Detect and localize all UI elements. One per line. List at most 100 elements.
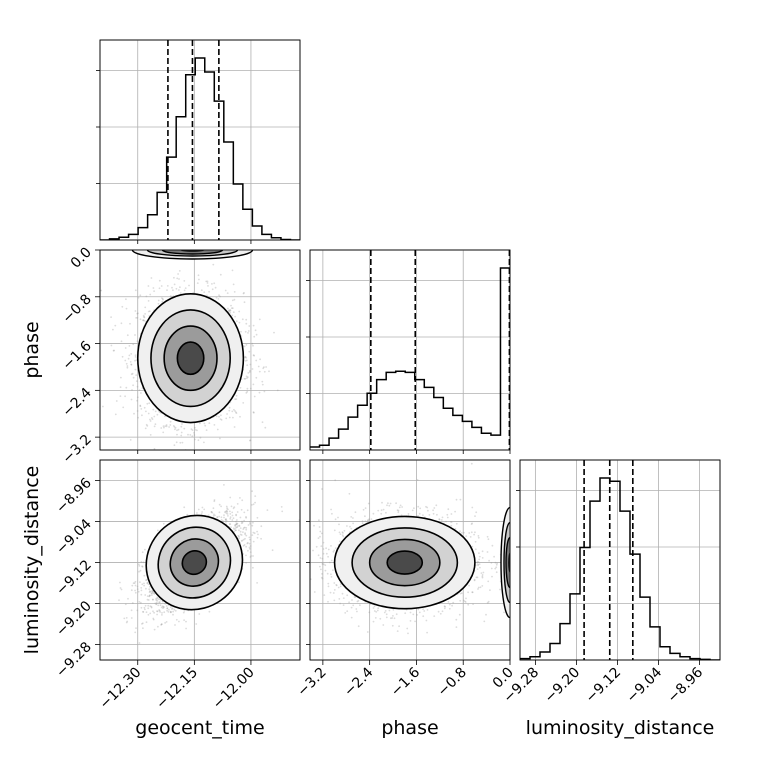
sample-point	[230, 307, 233, 309]
sample-point	[252, 354, 255, 356]
sample-point	[151, 418, 154, 420]
sample-point	[153, 592, 155, 595]
sample-point	[245, 554, 247, 557]
sample-point	[147, 583, 150, 586]
sample-point	[172, 613, 174, 616]
sample-point	[169, 424, 172, 426]
sample-point	[156, 452, 158, 454]
sample-point	[132, 384, 135, 387]
sample-point	[162, 431, 165, 434]
sample-point	[131, 584, 134, 587]
sample-point	[139, 569, 142, 572]
sample-point	[201, 511, 204, 513]
sample-point	[197, 508, 200, 511]
sample-point	[218, 511, 221, 514]
sample-point	[235, 523, 237, 526]
sample-point	[172, 610, 175, 613]
sample-point	[235, 522, 238, 525]
sample-point	[159, 611, 162, 613]
sample-point	[183, 280, 186, 282]
sample-point	[193, 432, 195, 434]
sample-point	[261, 383, 264, 386]
sample-point	[143, 574, 146, 577]
sample-point	[232, 517, 235, 520]
sample-point	[161, 612, 163, 614]
sample-point	[178, 620, 180, 623]
sample-point	[147, 599, 150, 601]
sample-point	[206, 282, 209, 284]
sample-point	[120, 322, 123, 325]
sample-point	[239, 533, 242, 536]
sample-point	[136, 410, 139, 412]
sample-point	[132, 376, 135, 379]
sample-point	[190, 428, 193, 430]
sample-point	[136, 588, 139, 590]
sample-point	[157, 529, 159, 532]
sample-point	[224, 289, 227, 292]
sample-point	[197, 274, 200, 277]
sample-point	[150, 605, 153, 608]
sample-point	[262, 367, 265, 370]
sample-point	[252, 324, 255, 327]
sample-point	[254, 501, 256, 504]
sample-point	[174, 624, 176, 626]
sample-point	[154, 602, 157, 605]
sample-point	[232, 527, 235, 530]
sample-point	[261, 421, 264, 424]
sample-point	[143, 319, 146, 322]
sample-point	[226, 507, 229, 510]
sample-point	[223, 484, 225, 486]
sample-point	[256, 582, 258, 584]
sample-point	[134, 591, 137, 594]
sample-point	[261, 380, 264, 383]
sample-point	[149, 585, 151, 588]
sample-point	[140, 561, 143, 563]
sample-point	[200, 289, 203, 292]
sample-point	[181, 423, 183, 425]
sample-point	[263, 390, 266, 393]
sample-point	[243, 301, 246, 304]
sample-point	[148, 594, 151, 597]
sample-point	[232, 311, 235, 314]
sample-point	[248, 520, 251, 523]
sample-point	[246, 387, 249, 390]
sample-point	[252, 503, 255, 506]
sample-point	[204, 424, 207, 427]
sample-point	[120, 376, 122, 379]
sample-point	[194, 438, 196, 441]
sample-point	[235, 412, 238, 414]
sample-point	[147, 607, 150, 610]
sample-point	[244, 537, 246, 540]
sample-point	[143, 582, 145, 585]
sample-point	[147, 613, 150, 616]
sample-point	[231, 519, 234, 521]
sample-point	[178, 278, 180, 280]
sample-point	[139, 581, 141, 583]
sample-point	[229, 311, 232, 314]
sample-point	[266, 509, 269, 511]
sample-point	[247, 524, 250, 526]
sample-point	[199, 422, 201, 425]
sample-point	[146, 581, 149, 584]
sample-point	[177, 428, 180, 431]
sample-point	[220, 505, 223, 508]
sample-point	[246, 359, 248, 362]
sample-point	[230, 505, 233, 508]
sample-point	[241, 539, 244, 542]
sample-point	[126, 334, 129, 337]
sample-point	[130, 353, 133, 355]
sample-point	[196, 282, 199, 284]
sample-point	[239, 527, 242, 529]
sample-point	[235, 523, 238, 526]
sample-point	[199, 242, 201, 244]
sample-point	[162, 454, 164, 456]
sample-point	[173, 283, 176, 286]
sample-point	[168, 426, 171, 428]
sample-point	[133, 412, 135, 415]
sample-point	[169, 420, 172, 423]
sample-point	[260, 537, 262, 540]
sample-point	[249, 439, 251, 442]
sample-point	[249, 439, 252, 442]
sample-point	[197, 439, 200, 442]
sample-point	[123, 617, 126, 620]
